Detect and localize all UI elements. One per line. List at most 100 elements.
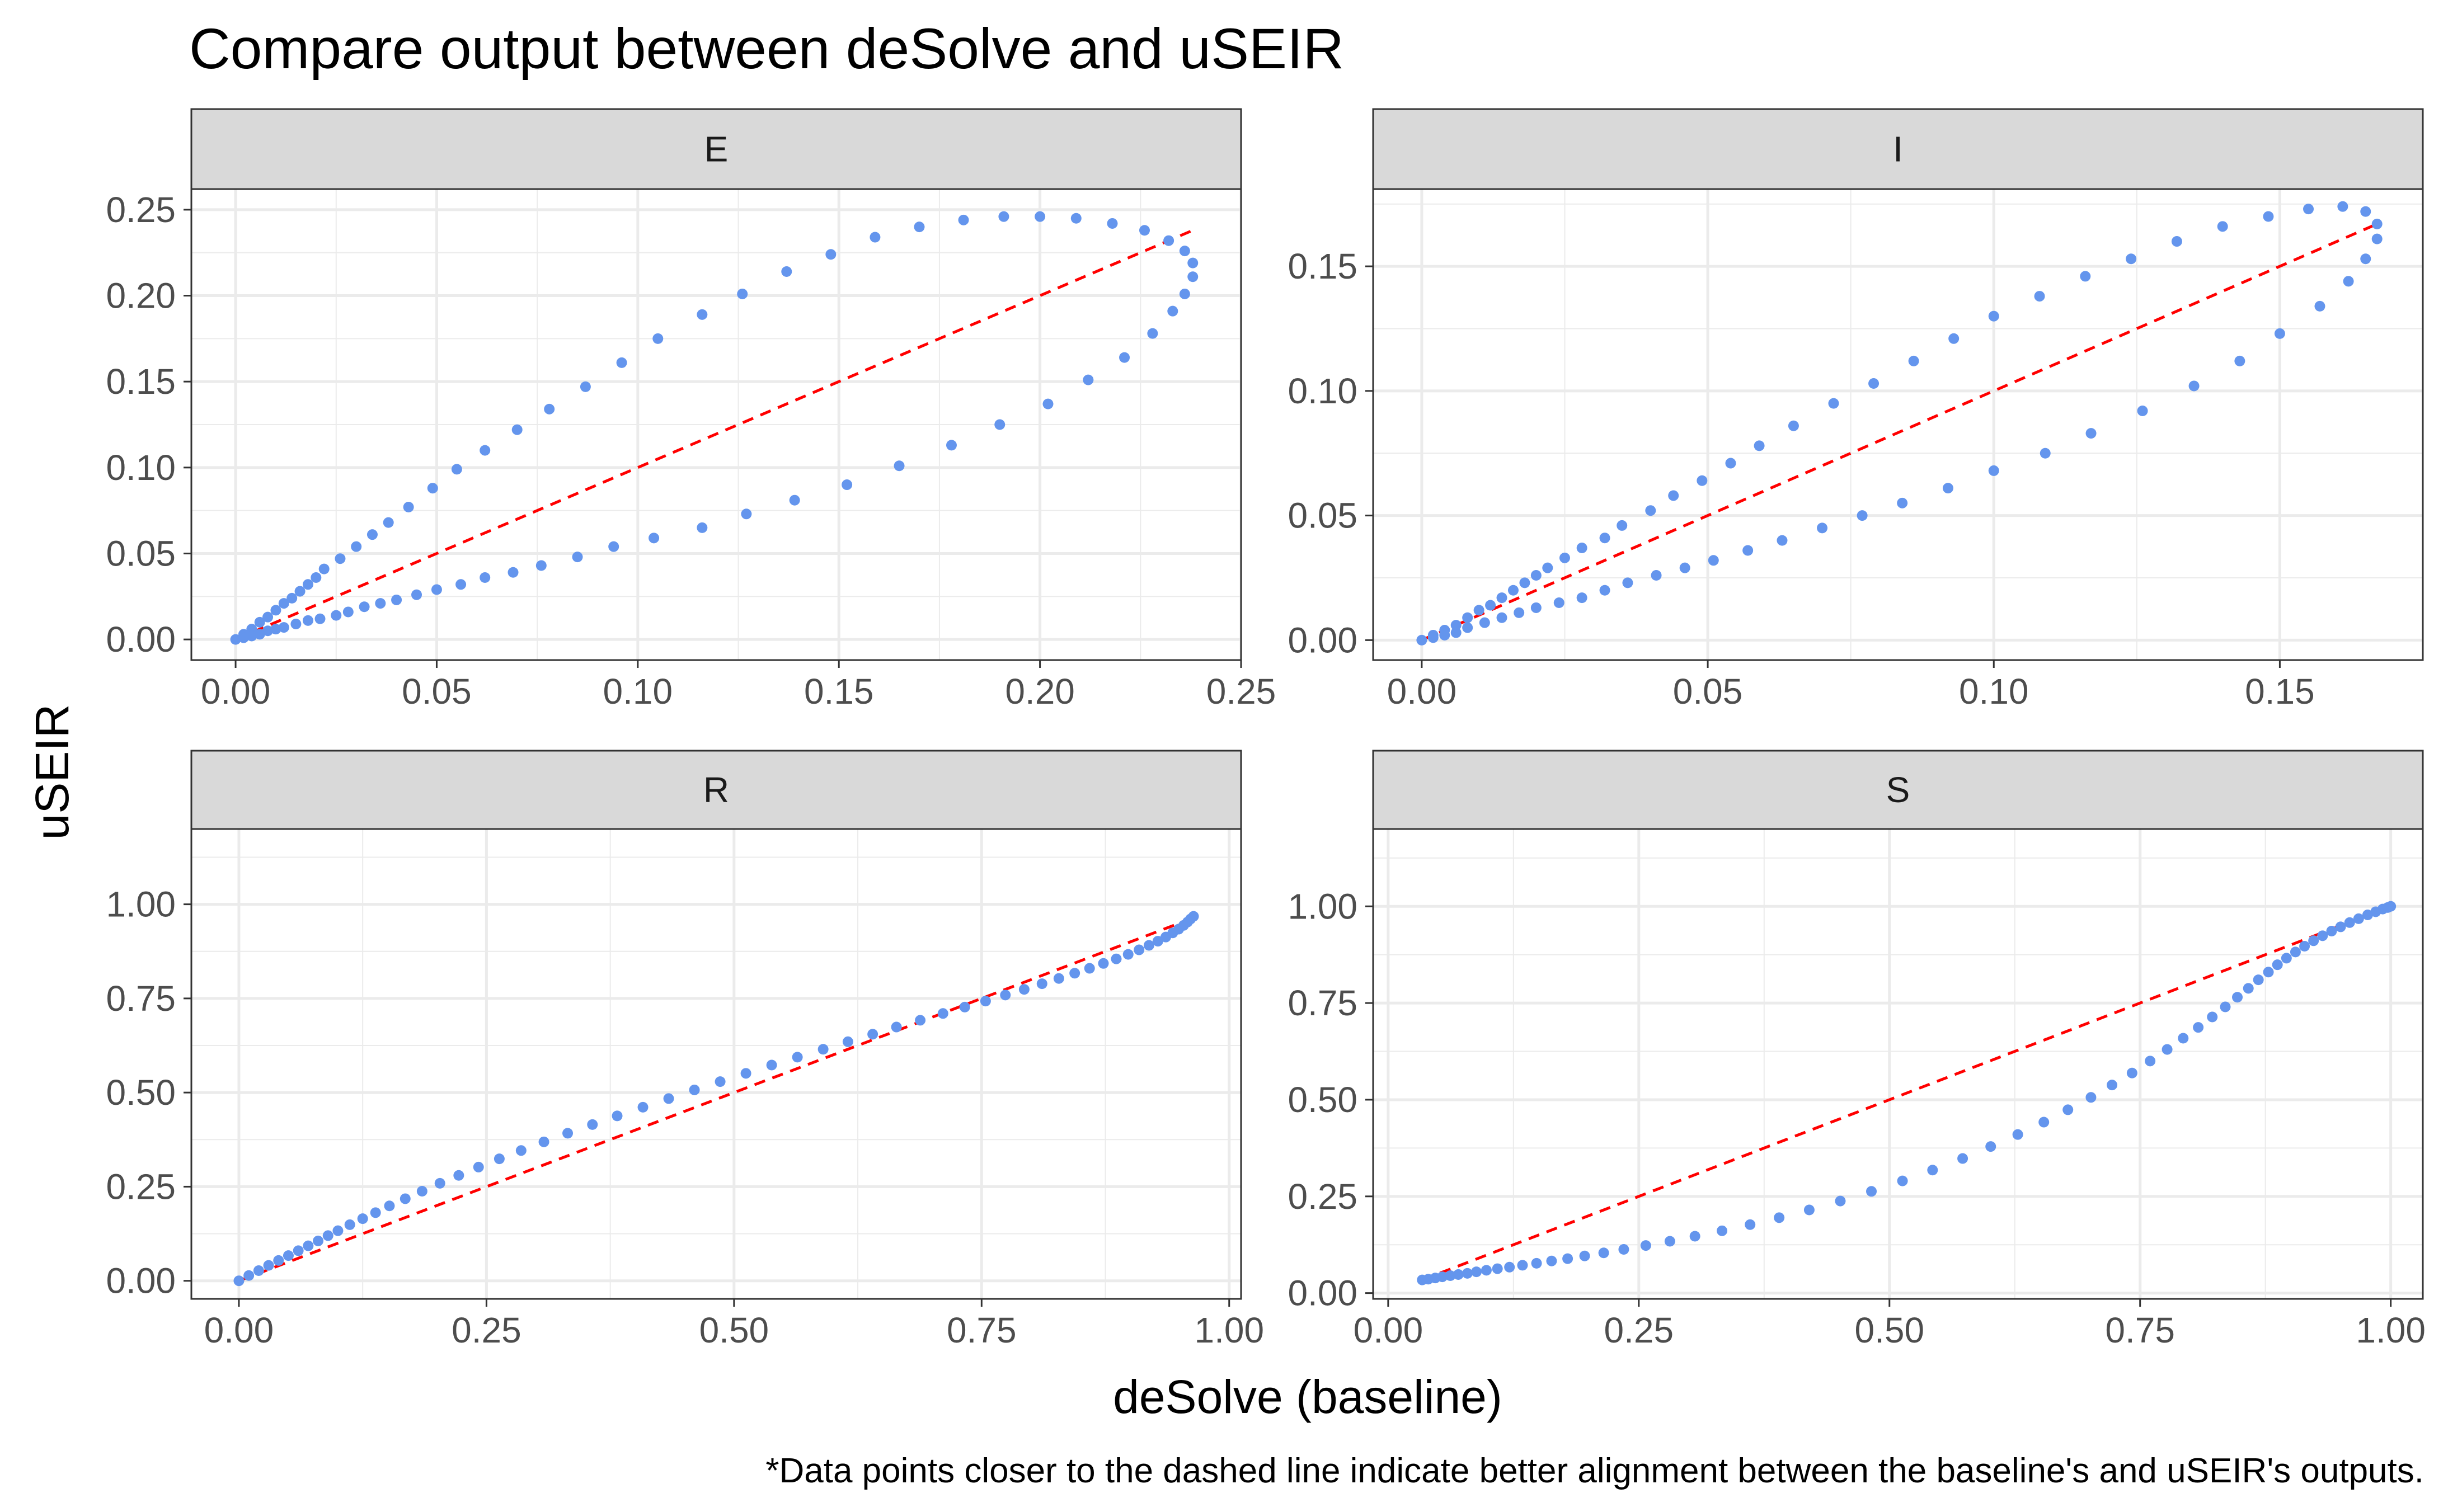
panel-i: I 0.00 0.05 0.10 0.15 0.00 0.05 0.10 0.15: [1288, 108, 2424, 712]
data-point: [980, 996, 991, 1007]
data-point: [2234, 355, 2245, 366]
data-point: [1042, 398, 1054, 409]
data-point: [2385, 901, 2397, 912]
y-tick-label: 0.75: [106, 978, 176, 1019]
data-point: [1562, 1253, 1573, 1264]
data-point: [1957, 1153, 1968, 1164]
data-point: [2162, 1044, 2173, 1055]
data-point: [508, 567, 519, 578]
y-tick-label: 0.00: [1288, 1273, 1357, 1313]
data-point: [1640, 1240, 1651, 1251]
x-tick-label: 0.75: [947, 1310, 1017, 1350]
data-point: [2062, 1104, 2074, 1115]
plot-area: [1373, 189, 2423, 660]
data-point: [1069, 968, 1080, 979]
data-point: [2080, 271, 2091, 282]
data-point: [2274, 328, 2285, 339]
data-point: [1070, 213, 1082, 224]
plot-area: [191, 189, 1241, 660]
facet-strip: [1372, 750, 2424, 830]
data-point: [2107, 1080, 2118, 1091]
plot-area: [191, 829, 1241, 1299]
data-point: [1579, 1250, 1590, 1261]
data-point: [332, 1225, 344, 1236]
reference-line: [235, 229, 1194, 641]
data-point: [1803, 1204, 1815, 1216]
data-point: [313, 1235, 324, 1246]
data-point: [2272, 959, 2283, 971]
data-point: [1553, 597, 1564, 609]
data-point: [1559, 552, 1570, 563]
data-point: [294, 586, 306, 597]
data-point: [403, 502, 414, 513]
data-point: [1754, 440, 1765, 451]
data-point: [1517, 1260, 1528, 1271]
data-point: [580, 381, 591, 392]
y-tick-label: 0.15: [106, 361, 176, 402]
data-point: [817, 1044, 829, 1055]
data-point: [1857, 510, 1868, 521]
panel-r: R 0.00 0.25 0.50 0.75 1.00 0.00 0.25 0.50 0.75 1.0…: [106, 750, 1264, 1350]
data-point: [1481, 1265, 1492, 1276]
data-point: [2344, 917, 2355, 928]
data-point: [1504, 1261, 1515, 1273]
data-point: [2188, 380, 2200, 392]
data-point: [652, 333, 664, 344]
data-point: [781, 266, 792, 277]
data-point: [1985, 1141, 1996, 1152]
data-point: [1179, 246, 1190, 257]
data-point: [2232, 992, 2243, 1003]
data-point: [2137, 405, 2148, 416]
x-tick-label: 0.25: [1604, 1310, 1674, 1350]
data-point: [318, 563, 330, 574]
data-point: [314, 613, 326, 624]
data-point: [1179, 288, 1190, 299]
data-point: [1697, 475, 1708, 486]
data-point: [2360, 253, 2371, 265]
x-tick-label: 0.25: [1206, 671, 1276, 712]
y-tick-label: 0.05: [1288, 496, 1357, 536]
data-point: [1927, 1165, 1938, 1176]
data-point: [867, 1029, 878, 1040]
data-point: [1119, 352, 1130, 363]
data-point: [1107, 218, 1118, 229]
data-point: [2303, 204, 2314, 215]
y-tick-label: 0.25: [106, 1166, 176, 1207]
data-point: [1143, 940, 1154, 951]
data-point: [2353, 913, 2364, 924]
data-point: [697, 309, 708, 320]
chart-caption: *Data points closer to the dashed line i…: [765, 1452, 2424, 1490]
data-point: [1187, 257, 1199, 269]
data-point: [1496, 612, 1507, 623]
data-point: [1437, 1271, 1448, 1283]
data-point: [273, 1255, 284, 1266]
data-point: [2171, 236, 2182, 247]
data-point: [480, 445, 491, 456]
data-point: [1988, 465, 1999, 476]
data-point: [2290, 946, 2301, 958]
data-point: [535, 560, 547, 571]
data-point: [383, 517, 394, 528]
y-tick-label: 0.15: [1288, 246, 1357, 286]
data-point: [1618, 1244, 1629, 1255]
data-point: [370, 1207, 381, 1218]
data-point: [1948, 333, 1960, 344]
data-point: [1139, 225, 1150, 236]
data-point: [1531, 1257, 1542, 1269]
data-point: [254, 616, 265, 628]
data-point: [1828, 398, 1839, 409]
facet-strip: [190, 108, 1242, 190]
data-point: [2253, 974, 2264, 986]
data-point: [1598, 1247, 1609, 1259]
panel-e: E 0.00 0.05 0.10 0.15 0.20 0.25 0.00 0.05 0.10 0.1…: [106, 108, 1276, 712]
data-point: [1427, 632, 1439, 643]
data-point: [1519, 577, 1530, 588]
y-tick-label: 0.75: [1288, 983, 1357, 1023]
data-point: [367, 529, 378, 540]
panel-border: [190, 828, 1242, 1300]
data-point: [1084, 963, 1095, 974]
x-tick-label: 0.50: [699, 1310, 769, 1350]
data-point: [894, 460, 905, 472]
data-point: [2337, 201, 2348, 212]
